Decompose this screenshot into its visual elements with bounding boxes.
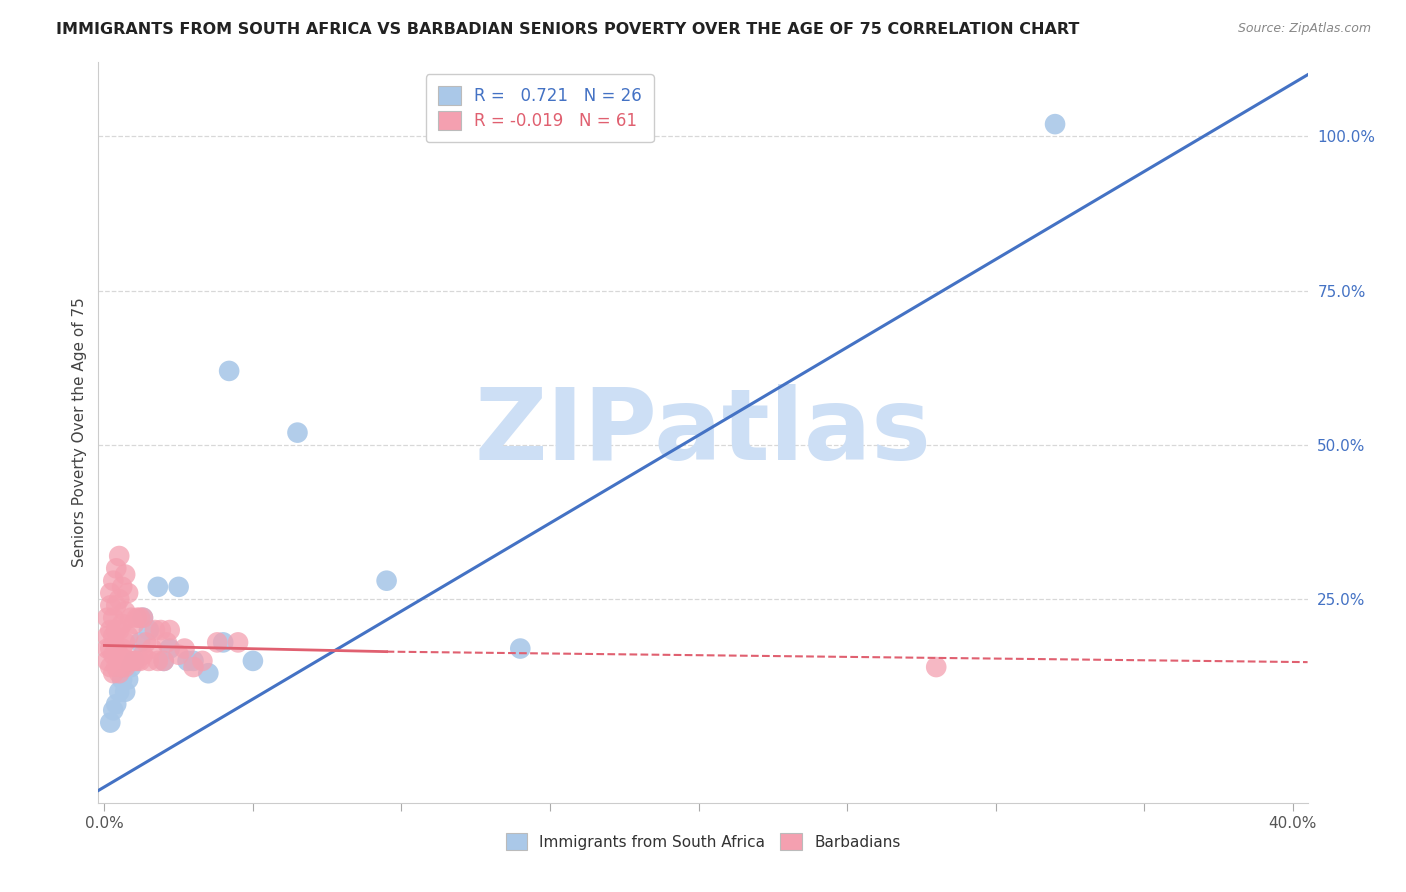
Point [105,561,128,575]
Point [103,666,125,681]
Point [218,364,240,378]
Point [114,605,136,619]
Point [183,660,205,674]
Point [114,567,136,582]
Point [98,586,121,600]
Point [152,654,174,668]
Point [117,673,139,687]
Point [242,654,264,668]
Point [108,623,131,637]
Point [132,611,155,625]
Legend: Immigrants from South Africa, Barbadians: Immigrants from South Africa, Barbadians [498,825,908,858]
Point [167,648,190,662]
Point [117,586,139,600]
Point [117,654,139,668]
Point [103,648,125,662]
Point [111,641,134,656]
Point [108,685,131,699]
Point [226,635,249,649]
Point [129,654,152,668]
Point [122,654,145,668]
Point [96,654,118,668]
Point [114,685,136,699]
Point [132,611,155,625]
Point [129,635,152,649]
Point [98,599,121,613]
Point [98,623,121,637]
Point [111,580,134,594]
Point [125,611,148,625]
Point [103,703,125,717]
Point [103,574,125,588]
Point [197,666,219,681]
Point [183,654,205,668]
Point [117,629,139,643]
Point [108,648,131,662]
Point [152,654,174,668]
Point [141,641,163,656]
Point [159,623,181,637]
Point [191,654,214,668]
Point [375,574,398,588]
Point [105,660,128,674]
Point [287,425,309,440]
Point [105,599,128,613]
Point [129,611,152,625]
Point [108,666,131,681]
Point [132,648,155,662]
Point [96,611,118,625]
Text: Source: ZipAtlas.com: Source: ZipAtlas.com [1237,22,1371,36]
Point [173,641,195,656]
Point [108,592,131,607]
Point [120,660,142,674]
Point [122,616,145,631]
Point [156,635,179,649]
Y-axis label: Seniors Poverty Over the Age of 75: Seniors Poverty Over the Age of 75 [72,298,87,567]
Point [146,580,169,594]
Point [111,616,134,631]
Point [135,635,157,649]
Point [114,635,136,649]
Point [98,641,121,656]
Point [108,549,131,563]
Point [120,611,142,625]
Point [120,654,142,668]
Point [176,654,198,668]
Point [1043,117,1066,131]
Point [103,611,125,625]
Point [96,629,118,643]
Point [105,623,128,637]
Point [98,715,121,730]
Point [105,697,128,711]
Point [114,660,136,674]
Point [111,673,134,687]
Point [212,635,235,649]
Point [207,635,229,649]
Point [125,654,148,668]
Point [146,654,169,668]
Point [143,623,166,637]
Point [98,660,121,674]
Point [509,641,531,656]
Text: ZIPatlas: ZIPatlas [475,384,931,481]
Point [925,660,948,674]
Point [167,580,190,594]
Point [111,660,134,674]
Point [149,623,172,637]
Point [138,654,160,668]
Point [103,629,125,643]
Point [138,623,160,637]
Point [96,641,118,656]
Point [105,641,128,656]
Point [122,654,145,668]
Point [159,641,181,656]
Text: IMMIGRANTS FROM SOUTH AFRICA VS BARBADIAN SENIORS POVERTY OVER THE AGE OF 75 COR: IMMIGRANTS FROM SOUTH AFRICA VS BARBADIA… [56,22,1080,37]
